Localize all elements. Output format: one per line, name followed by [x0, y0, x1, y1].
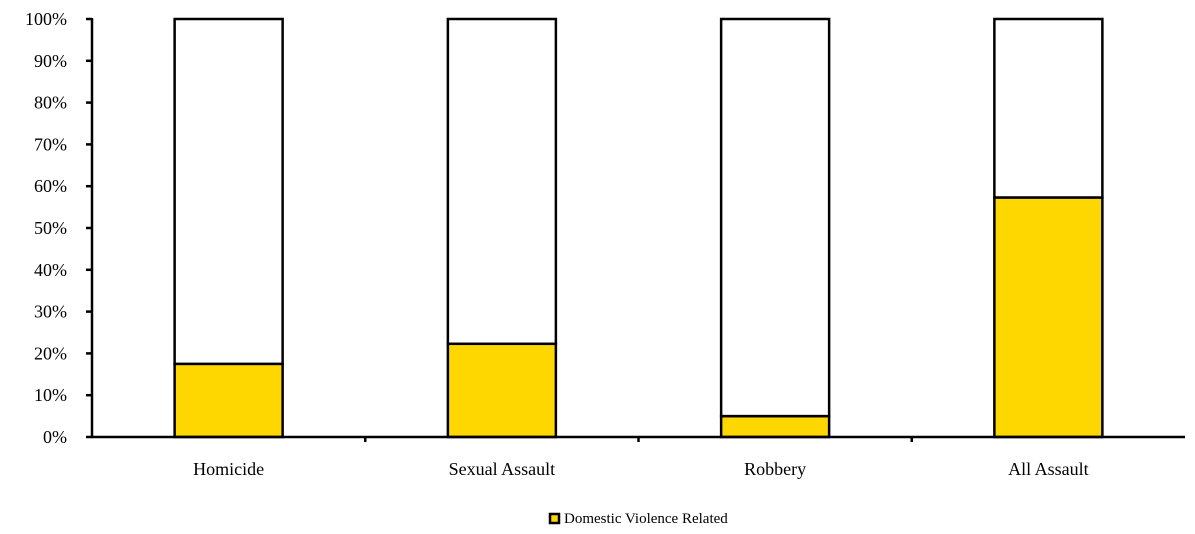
bar-robbery-domestic-violence — [719, 414, 831, 439]
x-label-sexual-assault: Sexual Assault — [449, 459, 556, 479]
y-tick-label: 0% — [43, 427, 67, 447]
legend: Domestic Violence Related — [548, 511, 728, 527]
x-label-robbery: Robbery — [744, 459, 806, 479]
x-label-homicide: Homicide — [193, 459, 264, 479]
y-tick-label: 40% — [34, 260, 67, 280]
bar-homicide-domestic-violence — [173, 362, 284, 439]
y-tick-group: 0% 10% 20% 30% 40% 50% 60% 70% 80% 90% 100% — [25, 9, 92, 447]
y-tick-label: 80% — [34, 93, 67, 113]
y-tick-label: 20% — [34, 343, 67, 363]
bar-homicide-other — [173, 17, 284, 366]
bar-sexual-assault-domestic-violence — [446, 342, 558, 439]
y-tick-label: 50% — [34, 218, 67, 238]
x-label-all-assault: All Assault — [1008, 459, 1089, 479]
y-tick-label: 60% — [34, 176, 67, 196]
bar-group — [173, 17, 1104, 439]
legend-swatch-domestic-violence — [548, 512, 561, 525]
y-tick-label: 30% — [34, 302, 67, 322]
legend-label-domestic-violence: Domestic Violence Related — [564, 511, 728, 527]
bar-sexual-assault-other — [446, 17, 558, 346]
bar-all-assault-other — [993, 17, 1104, 199]
y-tick-label: 100% — [25, 9, 67, 29]
y-tick-label: 10% — [34, 385, 67, 405]
y-tick-label: 90% — [34, 51, 67, 71]
x-label-group: Homicide Sexual Assault Robbery All Assault — [193, 459, 1089, 479]
bar-all-assault-domestic-violence — [993, 196, 1104, 439]
bar-robbery-other — [719, 17, 831, 418]
y-tick-label: 70% — [34, 134, 67, 154]
